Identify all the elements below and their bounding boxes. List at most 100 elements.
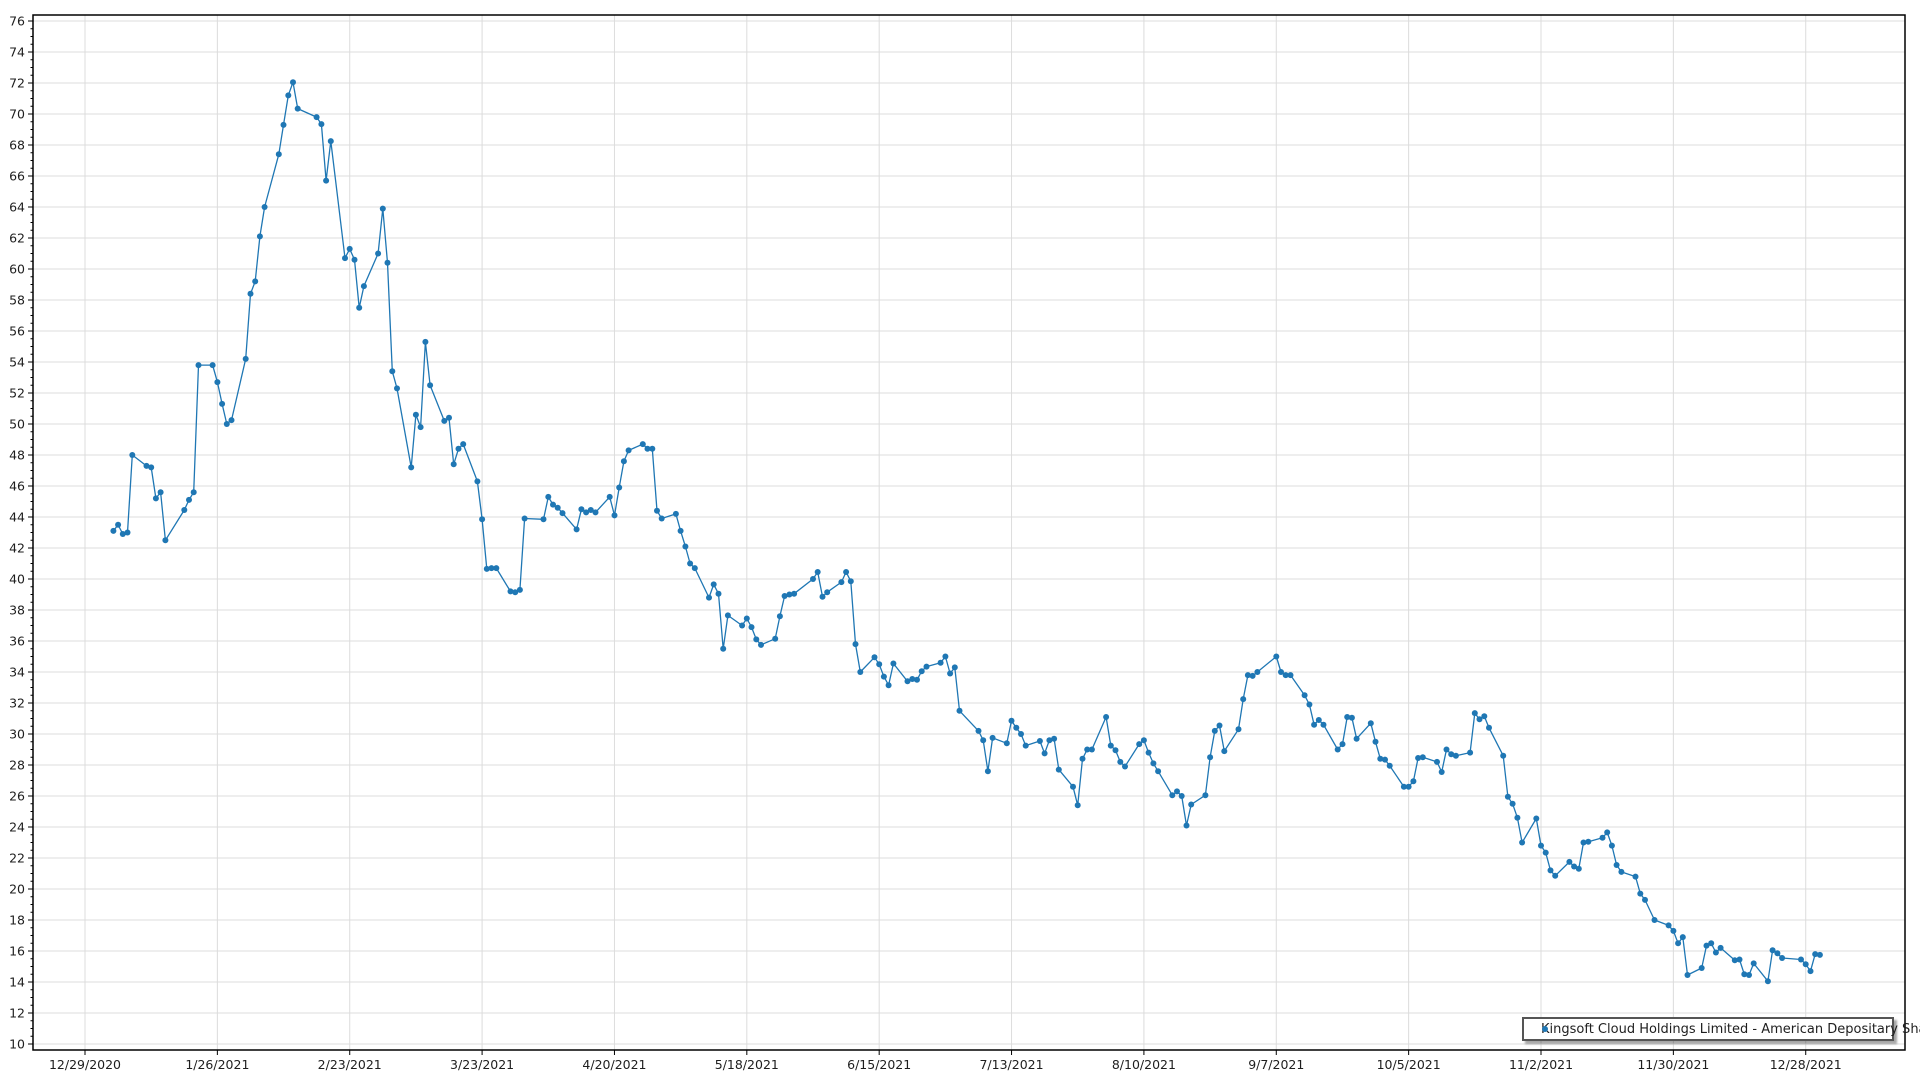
y-tick-label: 44 bbox=[9, 510, 25, 525]
data-point bbox=[1675, 940, 1682, 947]
data-point bbox=[550, 501, 556, 508]
data-point bbox=[1344, 714, 1351, 720]
data-point bbox=[157, 489, 164, 496]
data-point bbox=[1679, 934, 1686, 941]
data-point bbox=[1750, 960, 1757, 967]
data-point bbox=[724, 612, 731, 619]
data-point bbox=[545, 493, 552, 500]
data-point bbox=[715, 590, 722, 597]
data-point bbox=[1764, 978, 1771, 985]
data-point bbox=[1708, 940, 1715, 947]
data-point bbox=[720, 645, 727, 652]
data-point bbox=[1741, 971, 1748, 978]
y-tick-label: 34 bbox=[9, 665, 25, 680]
data-point bbox=[1178, 793, 1185, 799]
data-point bbox=[1509, 800, 1516, 807]
data-point bbox=[1211, 727, 1218, 734]
y-tick-label: 68 bbox=[9, 138, 25, 153]
data-point bbox=[1542, 849, 1549, 856]
data-point bbox=[450, 461, 457, 468]
data-point bbox=[493, 565, 500, 572]
data-point bbox=[1452, 752, 1459, 759]
data-point bbox=[408, 464, 415, 471]
data-point bbox=[228, 417, 235, 424]
data-point bbox=[507, 588, 514, 595]
data-point bbox=[687, 560, 694, 567]
data-point bbox=[1074, 802, 1081, 809]
data-point bbox=[1642, 896, 1648, 903]
data-point bbox=[1438, 769, 1445, 775]
y-tick-label: 76 bbox=[9, 14, 25, 29]
data-point bbox=[843, 569, 850, 575]
data-point bbox=[852, 641, 859, 648]
data-point bbox=[819, 593, 826, 600]
y-tick-label: 64 bbox=[9, 200, 25, 215]
data-point bbox=[1608, 842, 1615, 849]
data-point bbox=[559, 510, 566, 517]
data-point bbox=[1207, 754, 1214, 761]
data-point bbox=[190, 489, 197, 496]
data-point bbox=[1117, 758, 1124, 765]
y-tick-label: 48 bbox=[9, 448, 25, 463]
data-point bbox=[379, 205, 386, 212]
data-point bbox=[1155, 768, 1162, 775]
data-point bbox=[1377, 755, 1384, 762]
data-point bbox=[975, 727, 982, 734]
data-point bbox=[810, 576, 816, 582]
y-tick-label: 70 bbox=[9, 107, 25, 122]
data-point bbox=[781, 593, 788, 599]
y-tick-label: 42 bbox=[9, 541, 25, 556]
data-point bbox=[989, 734, 996, 741]
y-tick-label: 66 bbox=[9, 169, 25, 184]
data-point bbox=[512, 589, 519, 596]
data-point bbox=[346, 245, 353, 252]
y-tick-label: 36 bbox=[9, 634, 25, 649]
data-point bbox=[1807, 968, 1814, 975]
data-point bbox=[1244, 672, 1251, 679]
x-tick-label: 5/18/2021 bbox=[715, 1057, 779, 1072]
data-point bbox=[115, 521, 122, 528]
y-tick-label: 22 bbox=[9, 851, 25, 866]
data-point bbox=[1736, 956, 1743, 963]
data-point bbox=[1632, 873, 1639, 880]
data-point bbox=[1003, 740, 1010, 747]
data-point bbox=[710, 581, 717, 588]
data-point bbox=[1282, 672, 1289, 679]
data-point bbox=[1448, 751, 1455, 758]
data-point bbox=[417, 424, 424, 431]
data-point bbox=[578, 506, 585, 513]
gridlines bbox=[33, 15, 1905, 1050]
data-point bbox=[219, 400, 226, 407]
x-tick-label: 6/15/2021 bbox=[847, 1057, 911, 1072]
data-point bbox=[488, 565, 495, 572]
y-tick-label: 26 bbox=[9, 789, 25, 804]
y-tick-label: 56 bbox=[9, 324, 25, 339]
x-tick-label: 11/2/2021 bbox=[1509, 1057, 1573, 1072]
data-point bbox=[313, 114, 320, 121]
data-point bbox=[162, 537, 169, 544]
data-point bbox=[1717, 944, 1724, 951]
data-point bbox=[247, 290, 254, 297]
data-point bbox=[1571, 863, 1578, 870]
data-point bbox=[1410, 778, 1417, 785]
data-point bbox=[1070, 783, 1076, 790]
data-point bbox=[412, 411, 419, 418]
data-point bbox=[606, 493, 613, 500]
data-point bbox=[1580, 839, 1587, 846]
data-point bbox=[885, 682, 892, 689]
data-point bbox=[1400, 783, 1407, 790]
data-point bbox=[1216, 722, 1223, 729]
data-point bbox=[890, 660, 897, 667]
data-point bbox=[672, 510, 679, 517]
data-point bbox=[1367, 720, 1374, 727]
data-point bbox=[1041, 750, 1048, 757]
x-tick-label: 3/23/2021 bbox=[450, 1057, 514, 1072]
data-point bbox=[1136, 741, 1143, 748]
data-point bbox=[914, 676, 920, 683]
data-point bbox=[129, 452, 136, 458]
data-point bbox=[649, 445, 656, 452]
data-point bbox=[1802, 961, 1809, 968]
data-point bbox=[455, 445, 462, 452]
data-point bbox=[654, 507, 660, 514]
data-point bbox=[275, 151, 282, 158]
